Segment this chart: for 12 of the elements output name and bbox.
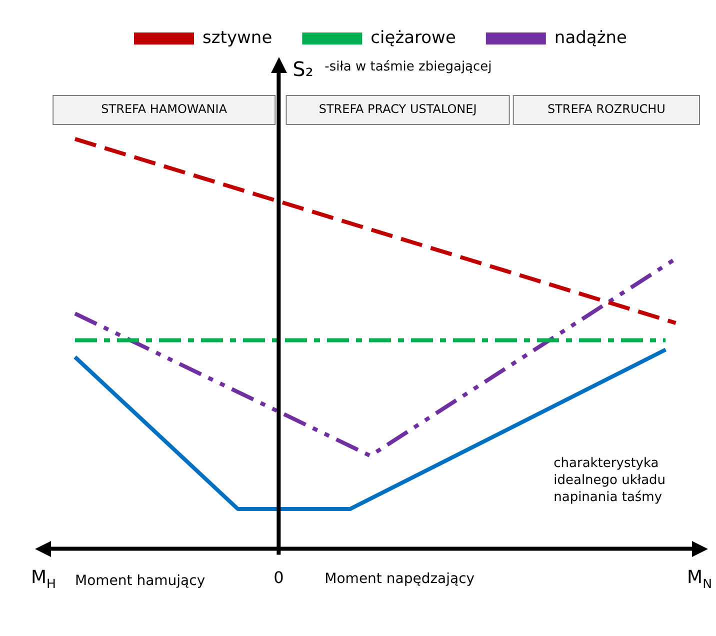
annotation: charakterystyka idealnego układu napinania taśmy [554,456,666,505]
text: 0 [274,568,284,587]
legend-label: sztywne [202,28,272,48]
legend-label: ciężarowe [370,28,456,48]
text: Moment hamujący [75,572,206,589]
text: STREFA HAMOWANIA [101,102,228,116]
text: -siła w taśmie zbiegającej [324,59,492,74]
y-axis-title: S₂ [292,57,314,82]
legend-label: nadążne [554,28,627,48]
text: Moment napędzający [324,570,475,587]
text: STREFA PRACY USTALONEJ [318,102,477,116]
text: STREFA ROZRUCHU [547,102,666,116]
